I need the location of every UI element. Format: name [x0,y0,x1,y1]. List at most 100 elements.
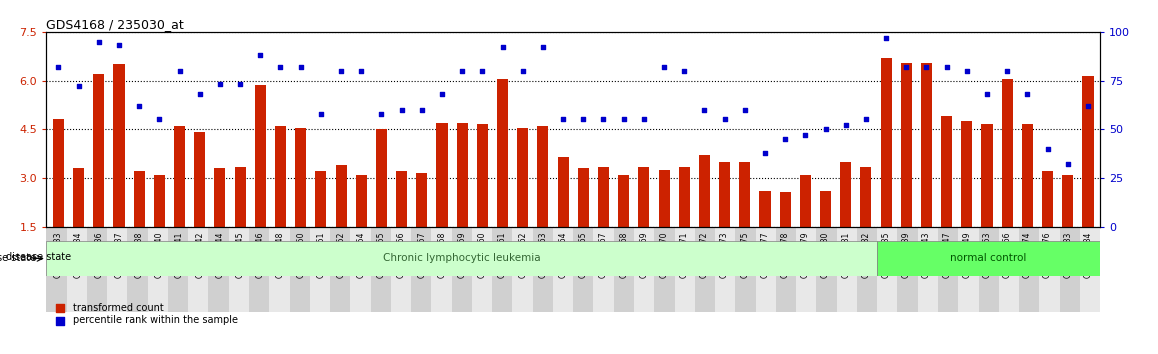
Point [756,150,775,155]
Bar [46,227,67,312]
Bar [756,227,776,312]
Bar [416,173,427,227]
Bar [133,171,145,227]
Bar [594,227,614,312]
Bar [174,126,185,227]
Point [1079,103,1098,109]
Point [393,107,411,113]
Bar [578,168,589,227]
Bar [255,85,266,227]
Point [917,64,936,70]
Bar [94,74,104,227]
Bar [214,168,226,227]
Point [938,64,957,70]
Bar [1079,227,1100,312]
Bar [638,166,650,227]
Point [958,68,976,74]
Bar [679,166,690,227]
Bar [598,166,609,227]
Bar [270,227,290,312]
Bar [857,227,878,312]
Bar [860,166,872,227]
Bar [635,227,654,312]
Point [716,117,734,122]
Point [412,107,431,113]
Bar [148,227,168,312]
Bar [1062,175,1073,227]
Bar [982,124,992,227]
Text: disease state: disease state [0,253,36,263]
Point [1018,91,1036,97]
Point [49,64,67,70]
Bar [154,175,164,227]
Bar [618,175,629,227]
Bar [274,126,286,227]
Bar [918,227,938,312]
Point [735,107,754,113]
Bar [614,227,635,312]
Bar [315,171,327,227]
Point [877,35,895,41]
Point [816,126,835,132]
Point [474,68,492,74]
Bar [961,121,973,227]
Bar [1021,124,1033,227]
Bar [472,227,492,312]
Bar [797,227,816,312]
Bar [837,227,857,312]
Point [130,103,148,109]
Bar [53,120,64,227]
Bar [87,227,107,312]
Bar [518,127,528,227]
Bar [537,126,549,227]
Bar [554,227,573,312]
Bar [351,227,371,312]
Bar [310,227,330,312]
Bar [67,227,87,312]
Bar [979,227,999,312]
Point [513,68,532,74]
Bar [878,241,1100,276]
Bar [901,63,911,227]
Bar [208,227,229,312]
Point [230,81,249,87]
Point [190,91,208,97]
Text: Chronic lymphocytic leukemia: Chronic lymphocytic leukemia [383,253,541,263]
Bar [249,227,269,312]
Bar [760,191,770,227]
Bar [739,162,750,227]
Point [977,91,996,97]
Bar [695,227,716,312]
Bar [959,227,979,312]
Point [372,111,390,116]
Bar [371,227,391,312]
Bar [1019,227,1040,312]
Text: normal control: normal control [951,253,1027,263]
Point [615,117,633,122]
Text: GDS4168 / 235030_at: GDS4168 / 235030_at [46,18,184,31]
Bar [1042,171,1053,227]
Bar [878,227,897,312]
Point [1039,146,1057,152]
Bar [897,227,918,312]
Point [271,64,290,70]
Point [534,45,552,50]
Bar [391,227,411,312]
Point [836,122,855,128]
Point [251,52,270,58]
Point [110,43,129,48]
Point [352,68,371,74]
Point [211,81,229,87]
Point [332,68,351,74]
Bar [295,127,306,227]
Bar [46,241,878,276]
Bar [573,227,594,312]
Bar [477,124,488,227]
Bar [497,79,508,227]
Point [897,64,916,70]
Point [776,136,794,142]
Bar [800,175,811,227]
Bar [716,227,735,312]
Bar [816,227,837,312]
Point [312,111,330,116]
